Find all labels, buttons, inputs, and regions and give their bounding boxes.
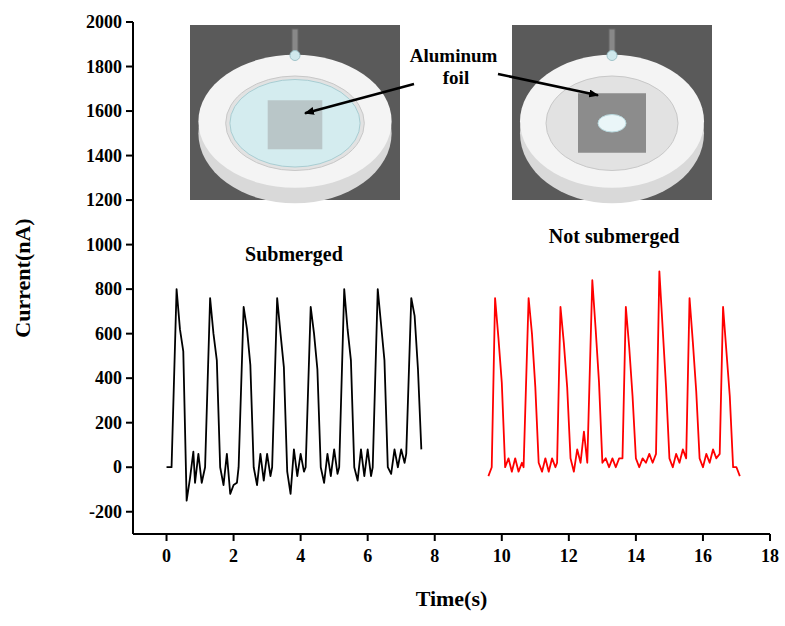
y-tick xyxy=(126,466,133,468)
annotation-line: foil xyxy=(443,67,469,88)
needle xyxy=(609,29,615,54)
y-tick-label: 1200 xyxy=(86,190,122,210)
y-tick-label: 1000 xyxy=(86,235,122,255)
x-tick xyxy=(702,534,704,541)
annotation-arrow xyxy=(498,74,598,95)
drop xyxy=(607,51,617,61)
x-tick xyxy=(233,534,235,541)
y-tick xyxy=(126,110,133,112)
y-tick xyxy=(126,422,133,424)
dish-rim xyxy=(198,55,391,188)
series-line xyxy=(167,289,422,500)
y-tick xyxy=(126,199,133,201)
y-tick xyxy=(126,288,133,290)
water xyxy=(230,80,360,168)
y-tick xyxy=(126,21,133,23)
y-tick-label: 600 xyxy=(95,324,122,344)
y-tick xyxy=(126,244,133,246)
x-tick xyxy=(166,534,168,541)
y-tick-label: -200 xyxy=(89,502,122,522)
y-axis xyxy=(132,22,134,534)
y-tick xyxy=(126,333,133,335)
dish-well xyxy=(546,76,678,171)
x-tick xyxy=(300,534,302,541)
y-tick-label: 0 xyxy=(113,457,122,477)
series-label: Not submerged xyxy=(549,225,680,248)
x-tick xyxy=(635,534,637,541)
y-tick-label: 400 xyxy=(95,368,122,388)
x-tick xyxy=(769,534,771,541)
y-tick xyxy=(126,377,133,379)
droplet xyxy=(598,115,626,133)
dish-rim xyxy=(520,55,704,188)
x-tick-label: 18 xyxy=(761,546,779,566)
x-tick xyxy=(434,534,436,541)
annotation-line: Aluminum xyxy=(410,45,502,66)
y-tick xyxy=(126,511,133,513)
x-tick-label: 12 xyxy=(560,546,578,566)
dish-well xyxy=(226,76,365,171)
needle xyxy=(292,29,298,54)
y-tick-label: 1400 xyxy=(86,146,122,166)
x-tick-label: 2 xyxy=(229,546,238,566)
x-axis-title: Time(s) xyxy=(416,586,488,611)
y-tick xyxy=(126,66,133,68)
x-tick-label: 4 xyxy=(296,546,305,566)
x-tick-label: 16 xyxy=(694,546,712,566)
x-tick xyxy=(568,534,570,541)
plot-area xyxy=(167,271,740,500)
chart: -200 0 200 400 600 800 1000 1200 1400 1600 1800 200… xyxy=(0,0,785,626)
foil xyxy=(578,93,646,153)
y-tick xyxy=(126,155,133,157)
x-tick xyxy=(367,534,369,541)
x-tick-label: 6 xyxy=(363,546,372,566)
y-tick-label: 2000 xyxy=(86,12,122,32)
y-axis-title: Current(nA) xyxy=(10,218,35,337)
y-tick-label: 800 xyxy=(95,279,122,299)
annotation: Aluminum foil xyxy=(410,45,502,88)
y-tick-label: 1600 xyxy=(86,101,122,121)
drop xyxy=(290,51,300,61)
y-tick-label: 1800 xyxy=(86,57,122,77)
x-tick-label: 10 xyxy=(493,546,511,566)
inset-illustration xyxy=(190,25,400,203)
series-label: Submerged xyxy=(245,243,343,266)
y-tick-label: 200 xyxy=(95,413,122,433)
x-tick-label: 0 xyxy=(162,546,171,566)
x-tick xyxy=(501,534,503,541)
series-line xyxy=(488,271,739,476)
inset-illustration xyxy=(512,25,712,203)
foil xyxy=(268,100,323,149)
x-tick-label: 8 xyxy=(430,546,439,566)
x-tick-label: 14 xyxy=(627,546,645,566)
annotation-arrow xyxy=(305,84,414,113)
x-axis xyxy=(133,533,770,535)
